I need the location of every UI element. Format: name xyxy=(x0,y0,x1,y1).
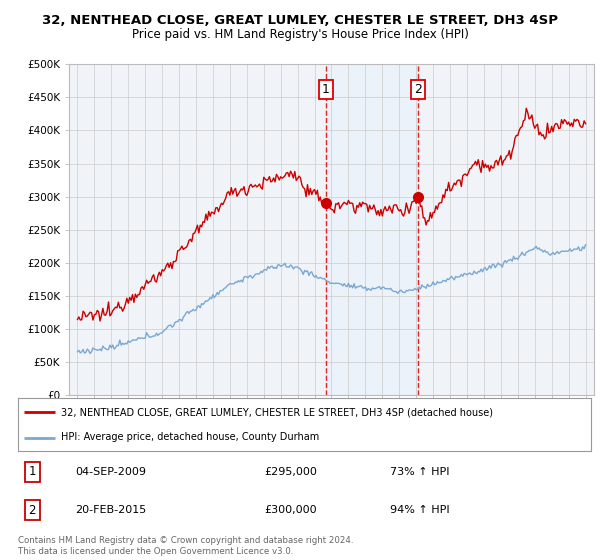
Text: 1: 1 xyxy=(29,465,36,478)
Text: 20-FEB-2015: 20-FEB-2015 xyxy=(76,505,146,515)
Text: 2: 2 xyxy=(29,504,36,517)
Text: Price paid vs. HM Land Registry's House Price Index (HPI): Price paid vs. HM Land Registry's House … xyxy=(131,28,469,41)
Text: Contains HM Land Registry data © Crown copyright and database right 2024.
This d: Contains HM Land Registry data © Crown c… xyxy=(18,536,353,556)
Text: 32, NENTHEAD CLOSE, GREAT LUMLEY, CHESTER LE STREET, DH3 4SP: 32, NENTHEAD CLOSE, GREAT LUMLEY, CHESTE… xyxy=(42,14,558,27)
Text: £300,000: £300,000 xyxy=(265,505,317,515)
Text: £295,000: £295,000 xyxy=(265,466,317,477)
Text: 32, NENTHEAD CLOSE, GREAT LUMLEY, CHESTER LE STREET, DH3 4SP (detached house): 32, NENTHEAD CLOSE, GREAT LUMLEY, CHESTE… xyxy=(61,408,493,418)
Text: 1: 1 xyxy=(322,83,330,96)
Text: 04-SEP-2009: 04-SEP-2009 xyxy=(76,466,146,477)
Text: 2: 2 xyxy=(415,83,422,96)
Bar xyxy=(326,64,418,395)
Text: HPI: Average price, detached house, County Durham: HPI: Average price, detached house, Coun… xyxy=(61,432,319,442)
Text: 94% ↑ HPI: 94% ↑ HPI xyxy=(391,505,450,515)
Text: 73% ↑ HPI: 73% ↑ HPI xyxy=(391,466,450,477)
